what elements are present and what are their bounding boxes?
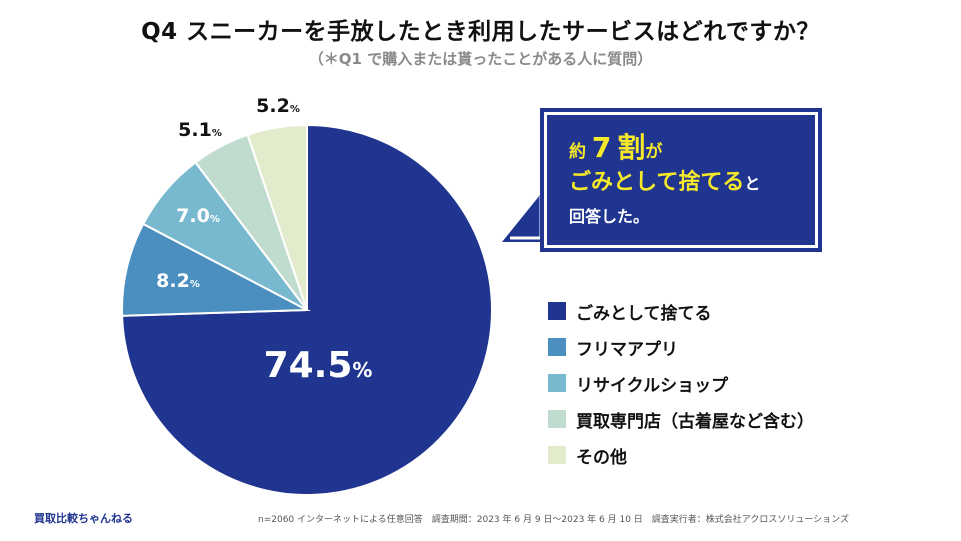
chart-title: Q4 スニーカーを手放したとき利用したサービスはどれですか？ [141, 19, 820, 45]
legend-label: その他 [576, 447, 627, 468]
data-label: 5.1% [178, 119, 222, 141]
callout-particle-2: と [744, 174, 761, 193]
callout-number: 7 [591, 131, 612, 164]
pie-slice [121, 222, 311, 317]
survey-footnote: n=2060 インターネットによる任意回答 調査期間：2023 年 6 月 9 … [258, 515, 849, 525]
legend-swatch [548, 374, 566, 392]
callout-line-1: 約 7 割が [569, 133, 795, 167]
brand-name: 買取比較ちゃんねる [34, 512, 133, 525]
legend-label: ごみとして捨てる [576, 303, 712, 324]
legend-swatch [548, 446, 566, 464]
legend-item: 買取専門店（古着屋など含む） [548, 401, 814, 437]
legend-label: フリマアプリ [576, 339, 678, 360]
legend-label: 買取専門店（古着屋など含む） [576, 411, 814, 432]
chart-legend: ごみとして捨てる フリマアプリ リサイクルショップ 買取専門店（古着屋など含む）… [548, 293, 814, 473]
callout-box: 約 7 割が ごみとして捨てると 回答した。 [540, 108, 822, 252]
callout-pre: 約 [569, 142, 586, 162]
legend-item: その他 [548, 437, 814, 473]
callout-line-2: ごみとして捨てると [569, 167, 795, 200]
legend-swatch [548, 410, 566, 428]
callout-highlight: ごみとして捨てる [569, 170, 745, 195]
data-label: 8.2% [156, 270, 200, 292]
legend-swatch [548, 302, 566, 320]
legend-item: フリマアプリ [548, 329, 814, 365]
legend-item: リサイクルショップ [548, 365, 814, 401]
data-label: 7.0% [176, 205, 220, 227]
data-label: 5.2% [256, 95, 300, 117]
legend-swatch [548, 338, 566, 356]
pie-slice [246, 123, 308, 311]
data-label: 74.5% [264, 345, 373, 386]
legend-label: リサイクルショップ [576, 375, 729, 396]
legend-item: ごみとして捨てる [548, 293, 814, 329]
callout-unit: 割 [617, 131, 646, 164]
callout-particle: が [645, 142, 663, 162]
chart-subtitle: （＊Q1 で購入または貰ったことがある人に質問） [308, 50, 653, 68]
callout-line-3: 回答した。 [569, 207, 650, 226]
